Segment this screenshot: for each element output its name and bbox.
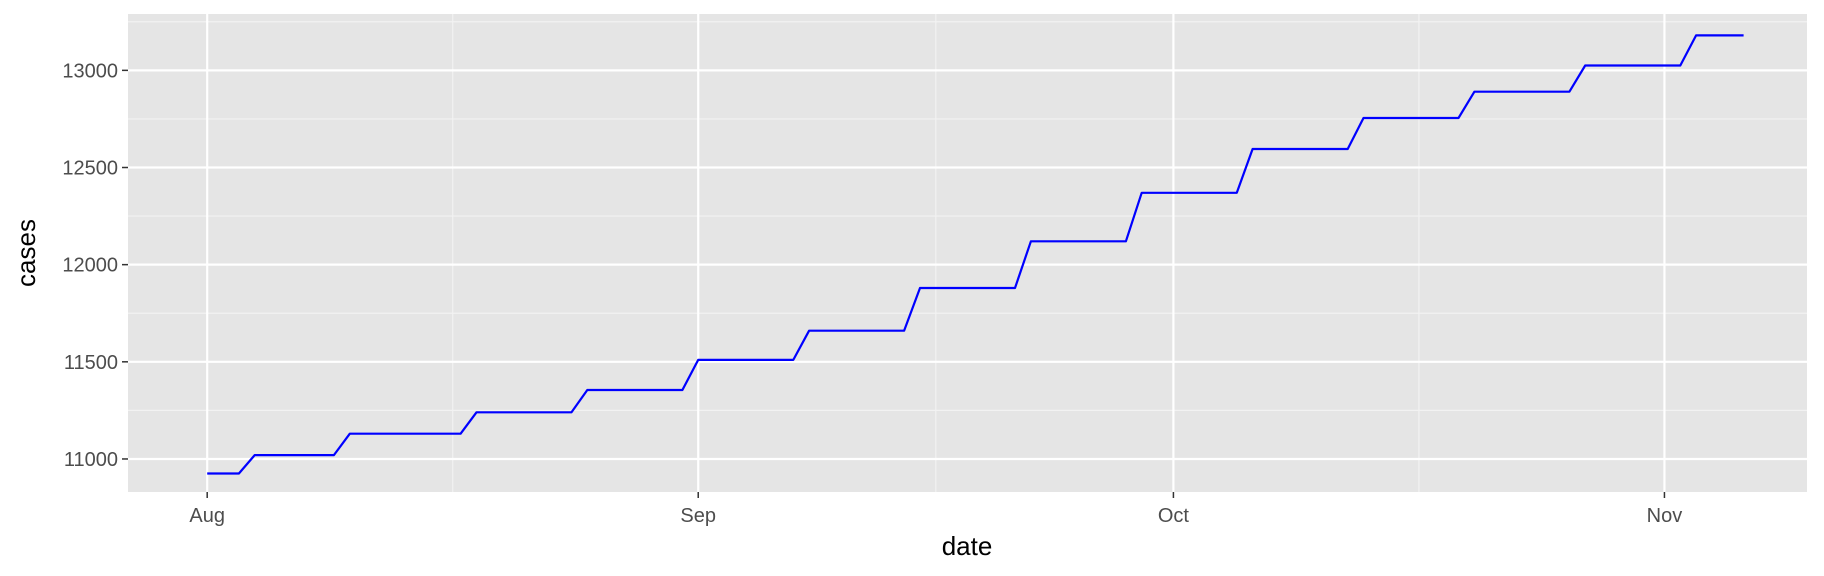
x-tick-label: Sep (680, 505, 716, 527)
y-axis: 11000 11500 12000 12500 13000 (62, 60, 128, 471)
x-tick-label: Aug (189, 505, 225, 527)
series-layer (207, 34, 1744, 475)
y-tick-label: 11000 (64, 449, 118, 471)
major-gridlines (128, 14, 1807, 492)
y-tick-label: 11500 (64, 352, 118, 374)
x-tick-label: Oct (1158, 505, 1190, 527)
minor-gridlines (128, 14, 1807, 492)
y-tick-label: 12500 (62, 158, 118, 180)
x-axis: Aug Sep Oct Nov (189, 492, 1682, 527)
y-axis-title: cases (11, 219, 41, 287)
x-tick-label: Nov (1647, 505, 1683, 527)
x-axis-title: date (942, 531, 993, 561)
y-tick-label: 13000 (62, 60, 118, 82)
y-tick-label: 12000 (62, 255, 118, 277)
plot-panel (128, 14, 1807, 492)
series-line (207, 34, 1744, 475)
